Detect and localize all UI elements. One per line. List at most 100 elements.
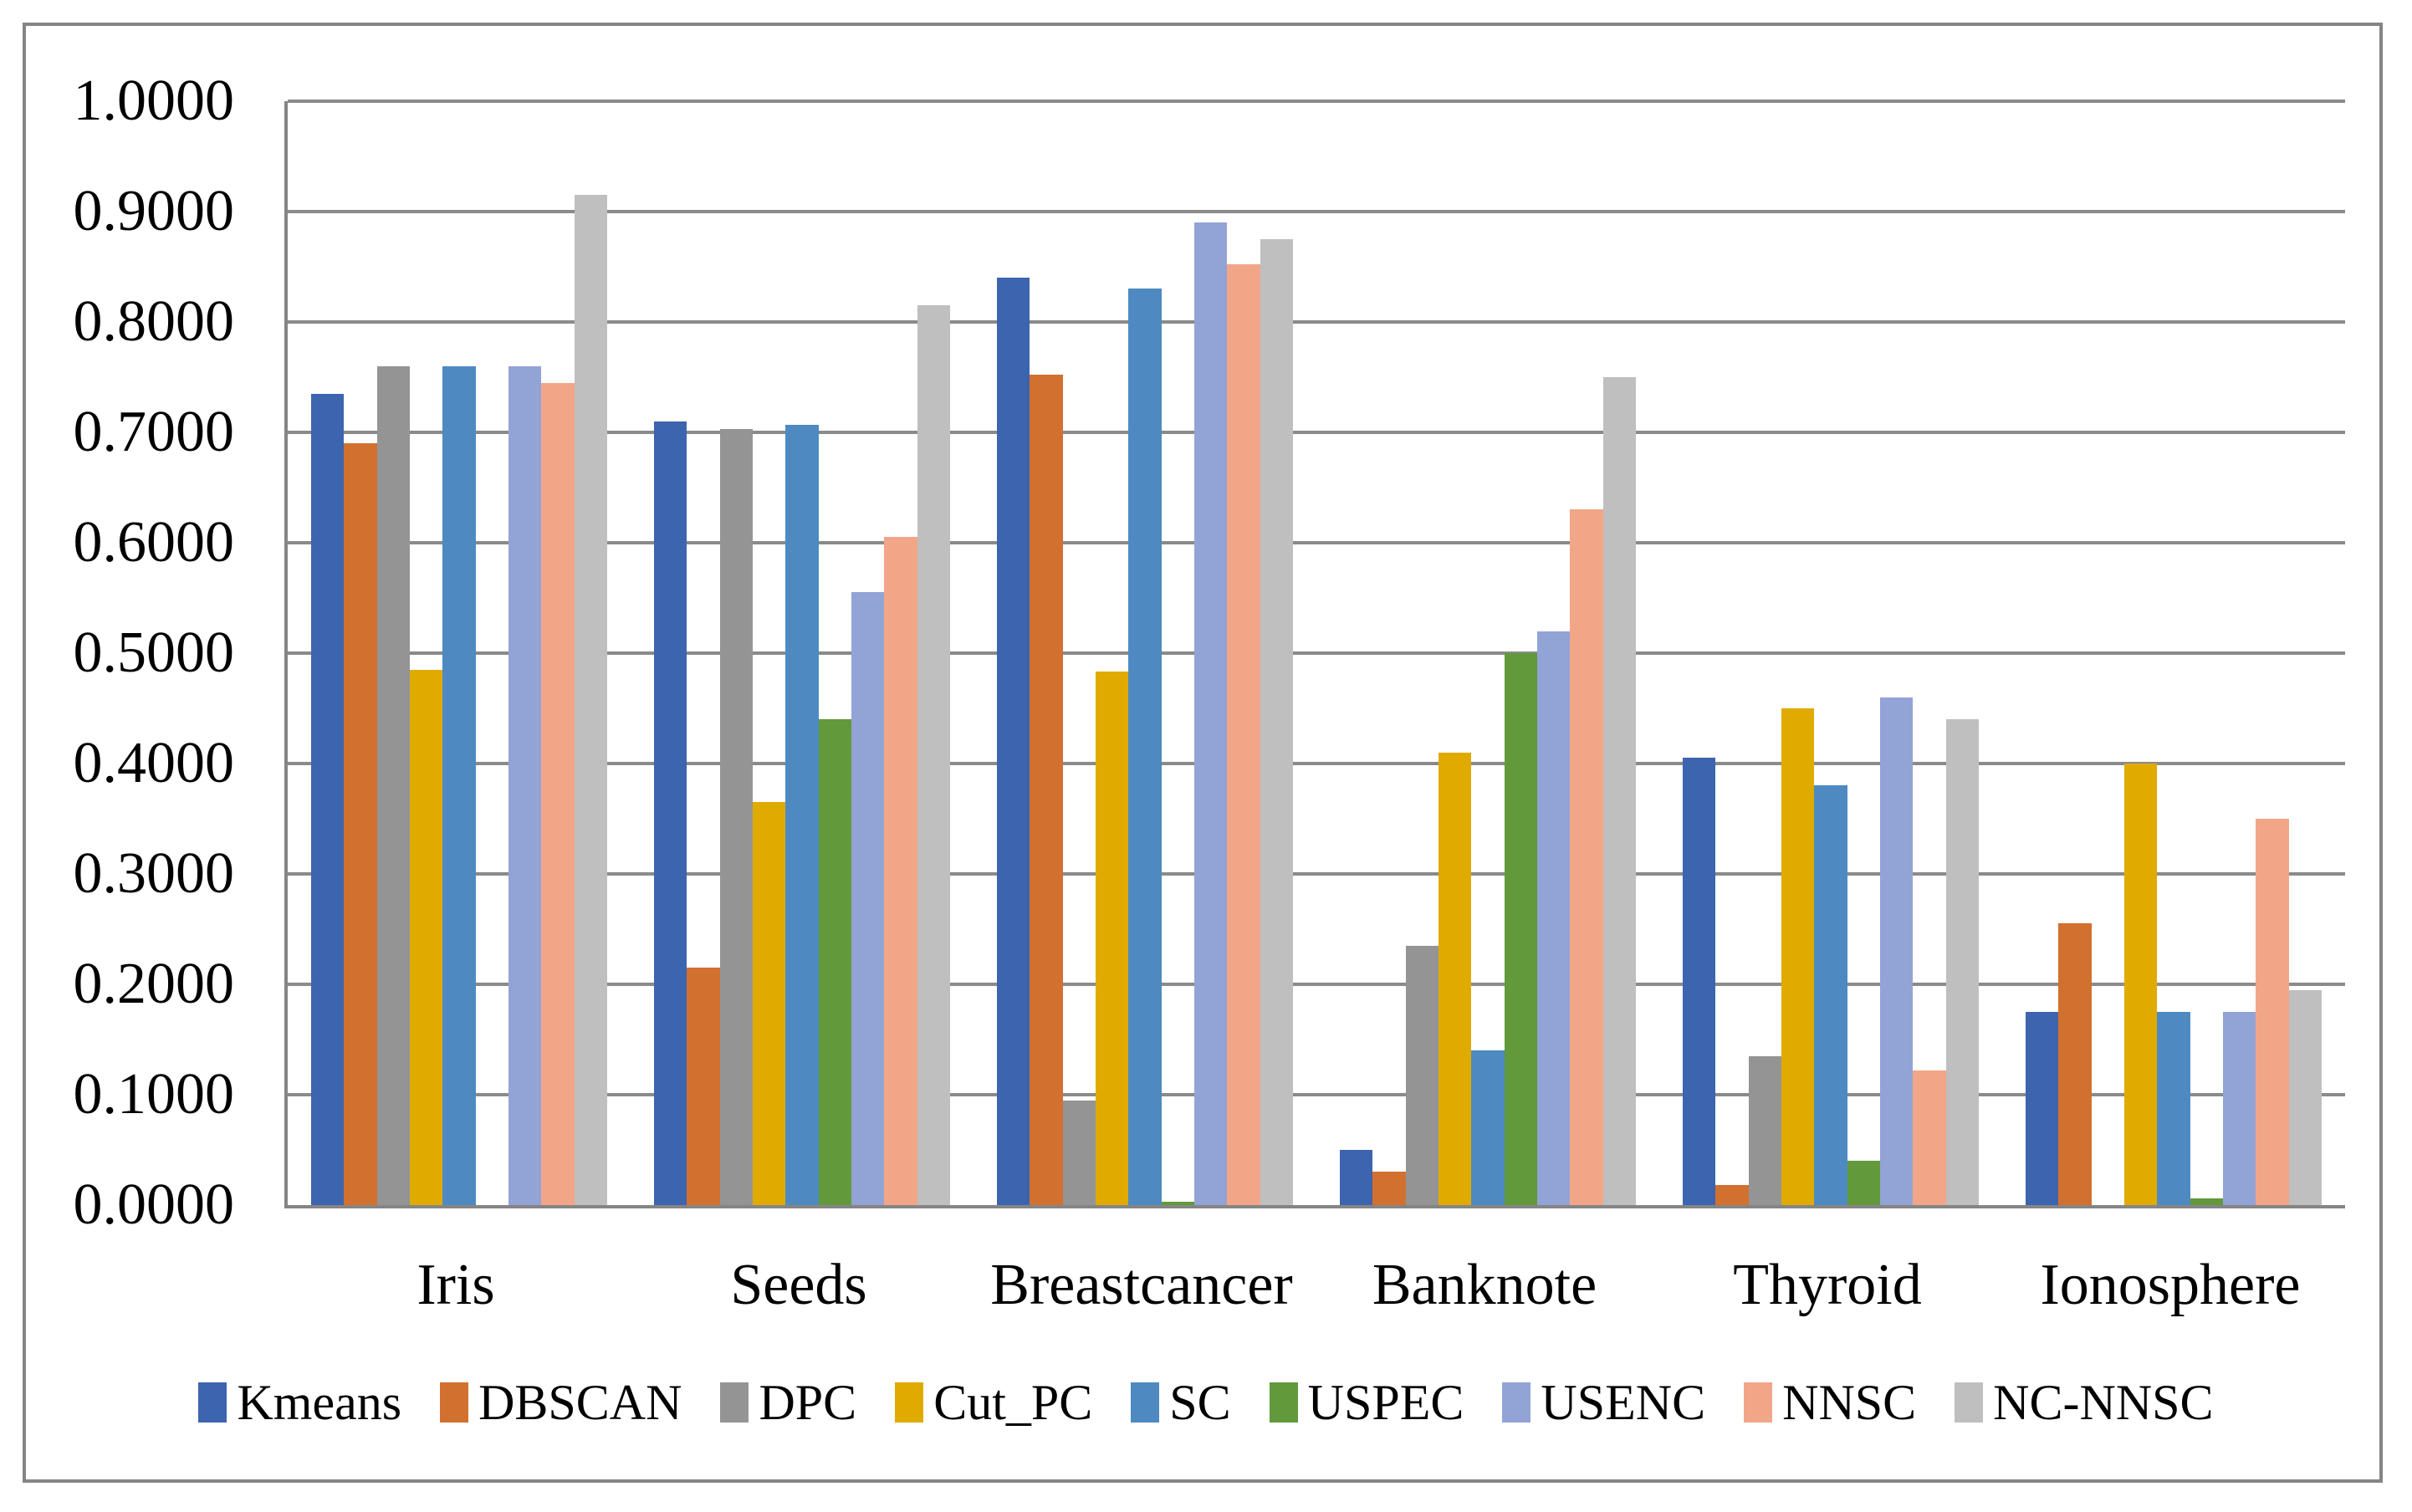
gridline	[288, 1093, 2345, 1096]
bar-cut-pc-thyroid	[1781, 708, 1815, 1205]
bar-kmeans-thyroid	[1683, 758, 1716, 1205]
bar-nnsc-breastcancer	[1227, 264, 1260, 1205]
legend-swatch-nnsc	[1744, 1382, 1773, 1423]
gridline	[288, 983, 2345, 986]
bar-group-ionosphere	[2002, 101, 2345, 1205]
x-category-label-seeds: Seeds	[730, 1253, 867, 1317]
bar-kmeans-banknote	[1340, 1150, 1373, 1205]
x-category-label-breastcancer: Breastcancer	[990, 1253, 1293, 1317]
bar-dbscan-ionosphere	[2058, 923, 2092, 1205]
y-tick-label: 0.2000	[73, 952, 235, 1016]
bar-kmeans-iris	[311, 393, 345, 1205]
legend-swatch-nc-nnsc	[1955, 1382, 1984, 1423]
legend-swatch-dbscan	[440, 1382, 469, 1423]
bar-usenc-breastcancer	[1193, 222, 1228, 1205]
gridline	[288, 320, 2345, 324]
bar-cut-pc-seeds	[752, 802, 786, 1205]
y-tick-label: 1.0000	[73, 69, 235, 133]
gridline	[288, 541, 2345, 544]
bar-group-thyroid	[1659, 101, 2002, 1205]
bar-kmeans-seeds	[654, 421, 687, 1205]
gridline	[288, 762, 2345, 765]
bar-dpc-thyroid	[1748, 1055, 1781, 1205]
gridline	[288, 431, 2345, 434]
gridline	[288, 872, 2345, 876]
bar-nnsc-iris	[541, 382, 575, 1205]
bar-sc-breastcancer	[1128, 289, 1162, 1205]
bar-nc-nnsc-breastcancer	[1260, 239, 1293, 1205]
bar-sc-ionosphere	[2157, 1012, 2190, 1205]
x-category-label-banknote: Banknote	[1372, 1253, 1597, 1317]
bar-nnsc-thyroid	[1913, 1070, 1946, 1205]
legend-label: NNSC	[1782, 1374, 1917, 1430]
bar-dbscan-seeds	[687, 968, 720, 1205]
legend-item-usenc: USENC	[1502, 1374, 1705, 1432]
bar-cut-pc-banknote	[1438, 752, 1472, 1205]
bar-uspec-thyroid	[1847, 1161, 1880, 1205]
bar-sc-iris	[442, 365, 476, 1205]
legend-label: NC-NNSC	[1993, 1374, 2214, 1430]
bar-usenc-banknote	[1536, 631, 1571, 1205]
bar-group-breastcancer	[973, 101, 1316, 1205]
x-axis-labels: Iris Seeds Breastcancer Banknote Thyroid Iono…	[284, 1248, 2342, 1323]
y-tick-label: 0.3000	[73, 841, 235, 906]
y-tick-label: 0.1000	[73, 1062, 235, 1126]
bar-usenc-thyroid	[1879, 697, 1914, 1205]
bar-cut-pc-ionosphere	[2123, 764, 2158, 1205]
bar-sc-seeds	[785, 424, 819, 1205]
legend-label: USPEC	[1307, 1374, 1464, 1430]
legend-swatch-cut-pc	[895, 1382, 924, 1423]
legend-item-uspec: USPEC	[1269, 1374, 1464, 1432]
bar-uspec-seeds	[818, 719, 851, 1205]
bar-nnsc-seeds	[884, 537, 917, 1205]
chart-outer-border	[23, 23, 2383, 1483]
legend-item-dbscan: DBSCAN	[440, 1374, 682, 1432]
bar-group-iris	[288, 101, 631, 1205]
bar-nc-nnsc-seeds	[917, 305, 950, 1205]
legend-label: SC	[1169, 1374, 1231, 1430]
legend-swatch-uspec	[1269, 1382, 1298, 1423]
bar-dbscan-breastcancer	[1030, 375, 1063, 1205]
bar-nnsc-ionosphere	[2256, 819, 2289, 1205]
bar-group-seeds	[631, 101, 973, 1205]
legend-swatch-sc	[1131, 1382, 1160, 1423]
bar-dbscan-thyroid	[1715, 1185, 1749, 1205]
x-category-label-iris: Iris	[416, 1253, 495, 1317]
bar-nc-nnsc-ionosphere	[2288, 989, 2322, 1205]
bar-dbscan-banknote	[1372, 1172, 1406, 1205]
bar-groups	[288, 101, 2345, 1205]
bar-sc-banknote	[1471, 1050, 1505, 1205]
bar-uspec-ionosphere	[2190, 1198, 2223, 1205]
gridline	[288, 651, 2345, 655]
y-tick-label: 0.9000	[73, 179, 235, 243]
legend-item-sc: SC	[1131, 1374, 1231, 1432]
bar-usenc-iris	[508, 365, 542, 1205]
bar-nc-nnsc-iris	[574, 195, 607, 1205]
plot-area	[284, 100, 2345, 1208]
bar-usenc-ionosphere	[2222, 1012, 2256, 1205]
y-tick-label: 0.0000	[73, 1172, 235, 1237]
legend-item-cut-pc: Cut_PC	[895, 1374, 1092, 1432]
legend-label: Cut_PC	[933, 1374, 1093, 1430]
legend-item-nc-nnsc: NC-NNSC	[1955, 1374, 2214, 1432]
y-tick-label: 0.8000	[73, 289, 235, 354]
bar-dpc-banknote	[1405, 945, 1439, 1205]
legend-label: Kmeans	[237, 1374, 402, 1430]
y-tick-label: 0.5000	[73, 621, 235, 685]
legend: Kmeans DBSCAN DPC Cut_PC SC USPEC USENC NNSC NC-…	[50, 1365, 2362, 1440]
bar-dpc-iris	[376, 365, 410, 1205]
bar-kmeans-ionosphere	[2026, 1012, 2059, 1205]
bar-nnsc-banknote	[1570, 509, 1603, 1205]
y-axis: 1.0000 0.9000 0.8000 0.7000 0.6000 0.5000 0.40…	[25, 72, 235, 1234]
legend-item-kmeans: Kmeans	[198, 1374, 401, 1432]
bar-kmeans-breastcancer	[997, 278, 1030, 1205]
legend-label: DPC	[759, 1374, 857, 1430]
legend-swatch-kmeans	[198, 1382, 227, 1423]
bar-sc-thyroid	[1814, 785, 1847, 1205]
x-category-label-thyroid: Thyroid	[1733, 1253, 1922, 1317]
bar-usenc-seeds	[851, 592, 885, 1205]
bar-cut-pc-iris	[409, 669, 443, 1205]
y-tick-label: 0.4000	[73, 731, 235, 795]
bar-nc-nnsc-banknote	[1602, 377, 1636, 1205]
